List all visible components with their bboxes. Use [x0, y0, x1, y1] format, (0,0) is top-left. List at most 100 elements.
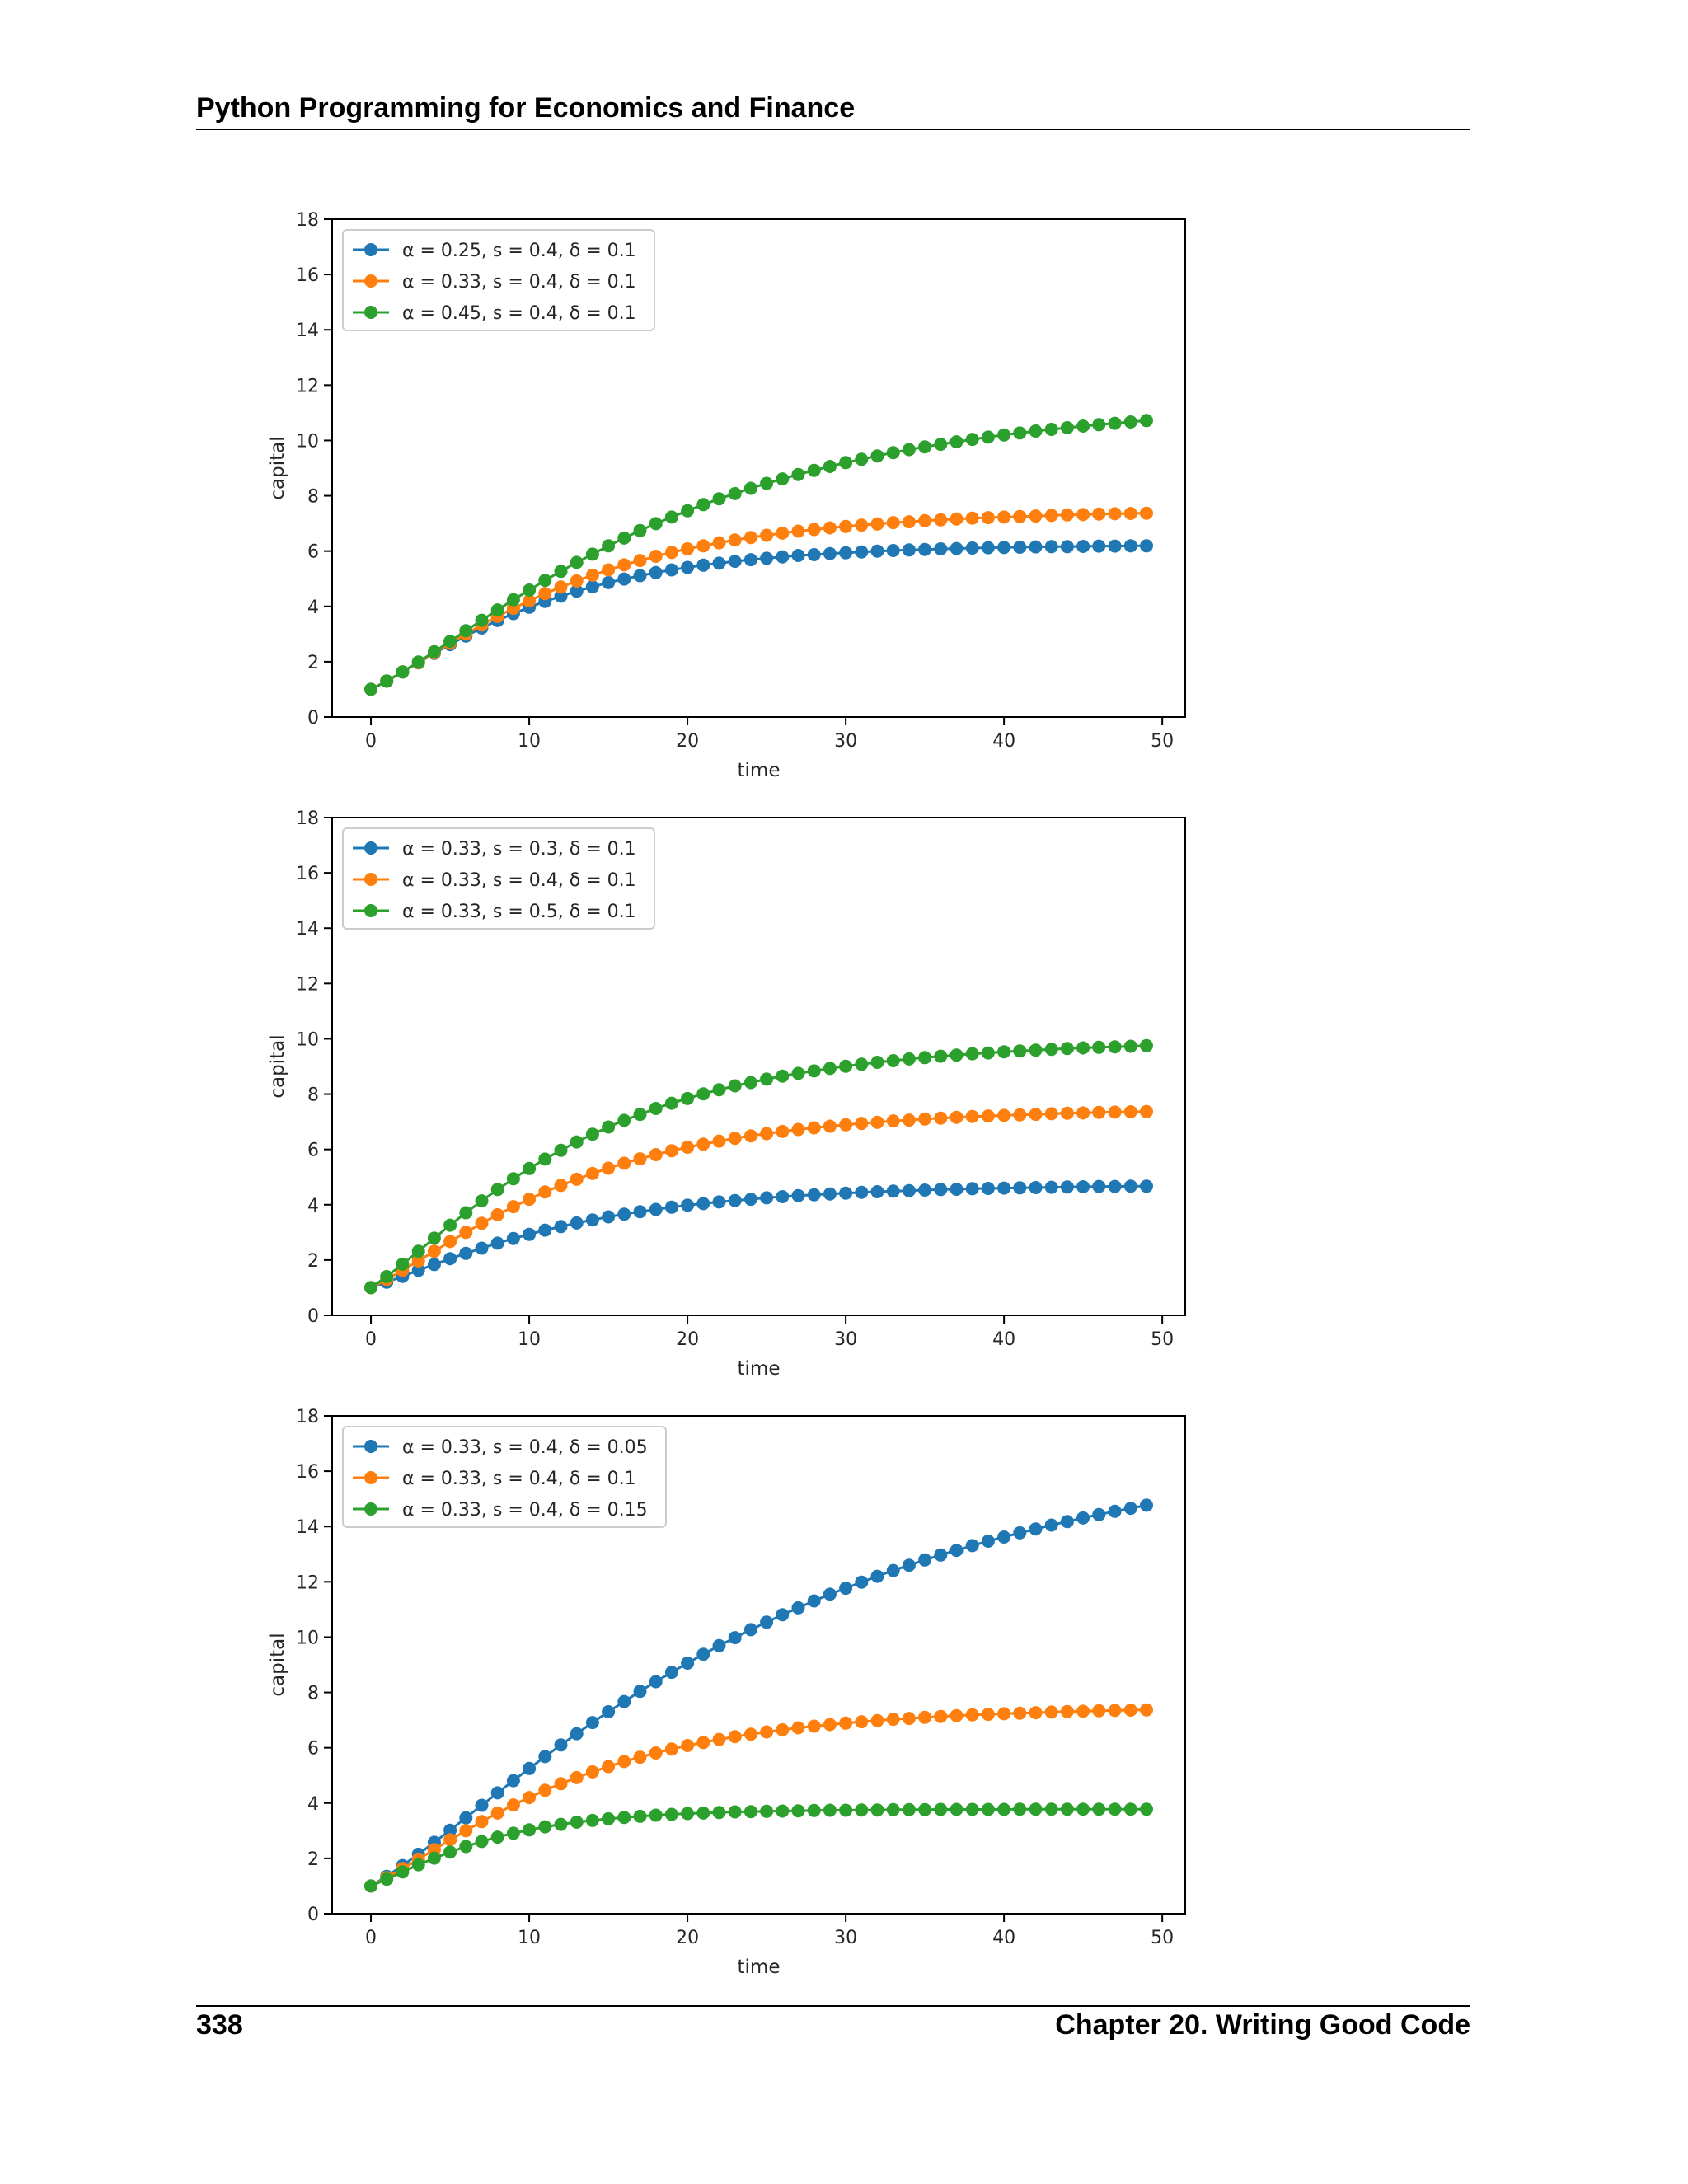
data-point — [950, 435, 964, 449]
data-point — [1076, 419, 1090, 433]
y-tick-label: 12 — [296, 974, 319, 995]
data-point — [1140, 539, 1153, 553]
footer-rule — [196, 2005, 1470, 2007]
data-point — [950, 1708, 964, 1722]
data-point — [965, 1047, 979, 1061]
data-point — [523, 1193, 537, 1207]
data-point — [981, 1802, 995, 1816]
data-point — [1108, 1105, 1122, 1119]
legend-label: α = 0.33, s = 0.4, δ = 0.05 — [402, 1437, 648, 1458]
data-point — [617, 1113, 631, 1127]
data-point — [902, 1802, 916, 1816]
data-point — [902, 1183, 916, 1197]
data-point — [1076, 1106, 1090, 1120]
data-point — [506, 1231, 520, 1245]
data-point — [617, 1755, 631, 1769]
data-point — [396, 665, 410, 679]
data-point — [776, 526, 790, 540]
series-2 — [364, 1703, 1153, 1893]
data-point — [728, 1631, 742, 1645]
data-point — [965, 1539, 979, 1553]
x-tick-label: 50 — [1151, 1329, 1174, 1350]
data-point — [791, 524, 805, 538]
data-point — [681, 1807, 695, 1821]
data-point — [602, 1120, 616, 1134]
data-point — [997, 1108, 1011, 1122]
data-point — [570, 1135, 584, 1149]
data-point — [1013, 1802, 1027, 1816]
data-point — [427, 644, 441, 658]
chart-panel-2: 0 2 4 6 8 10 12 14 16 18 0 10 20 30 40 50 time capital α =… — [267, 808, 1186, 1380]
data-point — [602, 563, 616, 577]
y-tick-label: 4 — [307, 598, 319, 618]
y-tick-label: 0 — [307, 1905, 319, 1925]
data-point — [411, 1244, 425, 1258]
data-point — [743, 553, 757, 567]
data-point — [743, 481, 757, 495]
legend-label: α = 0.33, s = 0.4, δ = 0.15 — [402, 1500, 648, 1521]
data-point — [490, 1207, 504, 1221]
data-point — [997, 1045, 1011, 1059]
data-point — [427, 1231, 441, 1245]
data-point — [681, 560, 695, 574]
data-point — [902, 1052, 916, 1066]
data-point — [585, 1166, 599, 1180]
data-point — [855, 1185, 869, 1199]
series-line — [370, 512, 1147, 691]
data-point — [649, 1675, 663, 1689]
data-point — [870, 1713, 884, 1727]
data-point — [950, 1110, 964, 1124]
data-point — [823, 1587, 837, 1601]
data-point — [839, 1716, 853, 1730]
series-line — [370, 1708, 1147, 1887]
x-tick-label: 20 — [676, 1329, 699, 1350]
data-point — [870, 517, 884, 531]
data-point — [918, 1112, 932, 1126]
data-point — [1076, 1511, 1090, 1525]
data-point — [570, 1216, 584, 1230]
data-point — [934, 1111, 948, 1125]
legend-label: α = 0.33, s = 0.4, δ = 0.1 — [402, 1469, 636, 1489]
data-point — [839, 519, 853, 533]
legend-label: α = 0.33, s = 0.5, δ = 0.1 — [402, 902, 636, 922]
data-point — [760, 476, 774, 490]
data-point — [1140, 414, 1153, 428]
data-point — [475, 613, 489, 627]
data-point — [1029, 1706, 1043, 1720]
data-point — [1013, 426, 1027, 440]
data-point — [712, 536, 726, 550]
y-tick-label: 2 — [307, 1849, 319, 1870]
data-point — [1044, 1705, 1058, 1719]
data-point — [823, 460, 837, 473]
data-point — [823, 1062, 837, 1076]
data-point — [617, 572, 631, 586]
data-point — [585, 580, 599, 593]
data-point — [886, 516, 900, 530]
data-point — [823, 1187, 837, 1201]
data-point — [1092, 1105, 1106, 1119]
data-point — [870, 1803, 884, 1817]
data-point — [934, 1709, 948, 1723]
data-point — [617, 558, 631, 572]
data-point — [886, 1802, 900, 1816]
data-point — [1076, 540, 1090, 553]
y-tick-label: 10 — [296, 1029, 319, 1050]
data-point — [870, 544, 884, 558]
data-point — [633, 523, 647, 537]
data-point — [1029, 1108, 1043, 1122]
data-point — [538, 574, 552, 588]
data-point — [728, 1730, 742, 1744]
data-point — [554, 580, 568, 594]
legend: α = 0.33, s = 0.4, δ = 0.05 α = 0.33, s =… — [342, 1426, 667, 1528]
data-point — [760, 551, 774, 565]
data-point — [1108, 507, 1122, 521]
data-point — [855, 1715, 869, 1729]
data-point — [712, 1195, 726, 1209]
data-point — [981, 1535, 995, 1548]
data-point — [1029, 1522, 1043, 1536]
data-point — [1029, 424, 1043, 438]
data-point — [870, 449, 884, 463]
data-point — [1092, 1507, 1106, 1521]
chart-panel-1: 0 2 4 6 8 10 12 14 16 18 0 10 20 30 40 50 time capital α =… — [267, 210, 1186, 781]
data-point — [443, 1218, 457, 1232]
